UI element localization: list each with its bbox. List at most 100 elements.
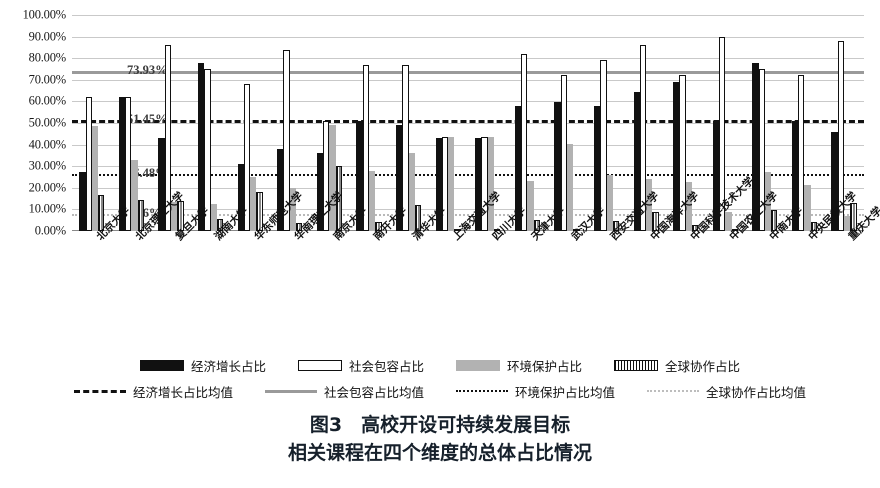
legend-label-social: 社会包容占比: [348, 358, 424, 374]
gridline: [72, 101, 864, 103]
y-axis-tick-label: 10.00%: [28, 201, 67, 216]
bar-global: [850, 202, 857, 231]
bar-global: [216, 219, 224, 231]
bar-environment: [210, 204, 217, 231]
legend-swatch-environment: [456, 359, 500, 371]
legend-item-environment[interactable]: 环境保护占比: [456, 356, 582, 375]
bar-social: [164, 45, 171, 231]
bar-group: [310, 15, 350, 231]
gridline: [72, 15, 864, 16]
bar-economic: [475, 138, 482, 231]
bar-global: [731, 229, 738, 231]
bar-group: [666, 15, 706, 231]
bar-economic: [633, 91, 640, 231]
bar-group: [191, 15, 231, 231]
bar-economic: [277, 148, 284, 231]
bar-social: [560, 75, 567, 231]
bar-global: [494, 229, 501, 231]
chart-legend: 经济增长占比 社会包容占比 环境保护占比 全球协作占比 经济增长占比均值 社会包容占比均…: [0, 352, 880, 404]
bar-economic: [831, 131, 838, 231]
legend-row-bars: 经济增长占比 社会包容占比 环境保护占比 全球协作占比: [0, 352, 880, 378]
bar-group: [112, 15, 152, 231]
bar-environment: [646, 179, 653, 231]
bar-groups: [72, 15, 864, 231]
y-axis-tick-label: 70.00%: [28, 72, 67, 87]
bar-global: [414, 205, 422, 231]
legend-item-global[interactable]: 全球协作占比: [614, 356, 740, 375]
y-axis-labels: 100.00% 90.00% 80.00% 70.00% 60.00% 50.00% 40.…: [0, 0, 72, 238]
bar-economic: [316, 153, 324, 231]
bar-group: [587, 15, 627, 231]
bar-economic: [118, 97, 126, 231]
bar-social: [402, 64, 409, 231]
bar-environment: [725, 211, 732, 231]
bar-environment: [289, 187, 297, 231]
bar-environment: [685, 182, 692, 231]
bar-global: [137, 199, 144, 231]
legend-item-avg-economic[interactable]: 经济增长占比均值: [73, 382, 233, 401]
bar-economic: [752, 62, 759, 231]
gridline: [72, 166, 864, 168]
gridline: [72, 36, 864, 38]
bar-group: [428, 15, 468, 231]
average-line-environment: [72, 173, 864, 176]
bar-social: [719, 36, 726, 231]
y-axis-tick-label: 0.00%: [34, 223, 66, 238]
bar-group: [72, 15, 112, 231]
bar-global: [177, 200, 184, 231]
bar-group: [785, 15, 825, 231]
bar-environment: [250, 177, 257, 231]
y-axis-tick-label: 40.00%: [28, 137, 67, 152]
gridline: [72, 187, 864, 189]
bar-group: [151, 15, 191, 231]
legend-line-economic: [73, 389, 126, 393]
x-axis-labels: 北京大学 北京理工大学 复旦大学 湖南大学 华东师范大学 华南理工大学 南京大学 南开大学 清华…: [72, 175, 880, 343]
bar-global: [375, 222, 382, 231]
legend-label-environment: 环境保护占比: [507, 358, 583, 374]
caption-line-2: 相关课程在四个维度的总体占比情况: [287, 441, 592, 464]
y-axis-tick-label: 60.00%: [28, 93, 67, 108]
y-axis-tick-label: 90.00%: [28, 29, 67, 44]
legend-label-avg-social: 社会包容占比均值: [323, 384, 424, 400]
average-line-social: [72, 71, 864, 75]
bar-economic: [712, 120, 719, 231]
bar-social: [85, 97, 92, 231]
bar-environment: [368, 170, 376, 231]
bar-environment: [170, 201, 178, 231]
bar-economic: [791, 120, 799, 231]
bar-global: [573, 228, 580, 231]
legend-label-avg-environment: 环境保护占比均值: [515, 384, 616, 400]
legend-item-avg-environment[interactable]: 环境保护占比均值: [456, 382, 615, 401]
bar-social: [243, 84, 251, 231]
bar-group: [626, 15, 666, 231]
legend-item-avg-social[interactable]: 社会包容占比均值: [264, 382, 424, 401]
bar-social: [798, 75, 805, 231]
bar-economic: [514, 105, 522, 231]
legend-item-avg-global[interactable]: 全球协作占比均值: [647, 382, 806, 401]
bar-environment: [131, 159, 138, 231]
figure-caption: 图3 高校开设可持续发展目标 相关课程在四个维度的总体占比情况: [0, 412, 880, 467]
bar-social: [639, 45, 647, 231]
bar-global: [98, 195, 105, 231]
bar-group: [824, 15, 864, 231]
average-line-global: [72, 214, 864, 217]
legend-line-social: [264, 389, 317, 393]
legend-swatch-social: [297, 359, 342, 371]
bar-global: [454, 229, 461, 231]
bar-group: [349, 15, 389, 231]
bar-environment: [804, 184, 811, 231]
bar-social: [600, 60, 607, 231]
bar-environment: [91, 126, 99, 231]
bar-social: [837, 40, 845, 231]
bar-group: [745, 15, 785, 231]
bar-group: [508, 15, 548, 231]
bar-social: [758, 69, 765, 231]
caption-line-1: 图3 高校开设可持续发展目标: [309, 414, 571, 436]
legend-item-social[interactable]: 社会包容占比: [297, 356, 424, 375]
bar-environment: [566, 143, 574, 231]
legend-line-environment: [456, 390, 508, 392]
bar-economic: [593, 105, 601, 231]
bar-economic: [197, 62, 205, 231]
legend-line-global: [647, 390, 700, 392]
legend-item-economic[interactable]: 经济增长占比: [139, 356, 266, 375]
